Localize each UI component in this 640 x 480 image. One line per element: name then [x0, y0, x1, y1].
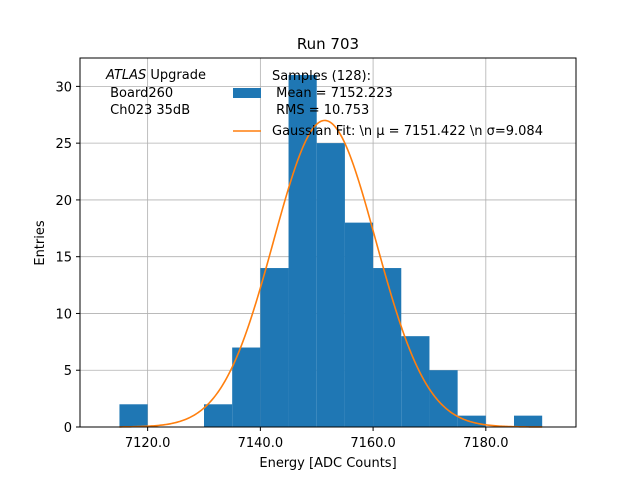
- y-tick-label: 10: [55, 307, 72, 322]
- y-axis-ticks: 0 5 10 15 20 25 30: [55, 80, 80, 436]
- y-tick-label: 20: [55, 194, 72, 209]
- y-tick-label: 5: [64, 364, 72, 379]
- histogram-bar: [232, 347, 261, 427]
- histogram-bar: [119, 404, 148, 427]
- histogram-bar: [429, 370, 458, 427]
- x-axis-ticks: 7120.0 7140.0 7160.0 7180.0: [125, 427, 509, 451]
- y-tick-label: 25: [55, 137, 72, 152]
- legend: Samples (128): Mean = 7152.223 RMS = 10.…: [233, 69, 543, 139]
- legend-samples-rms: RMS = 10.753: [272, 103, 369, 118]
- x-tick-label: 7160.0: [350, 436, 396, 451]
- atlas-annotation: ATLAS Upgrade Board260 Ch023 35dB: [105, 68, 206, 118]
- histogram-bar: [514, 415, 543, 427]
- x-tick-label: 7180.0: [463, 436, 509, 451]
- y-axis-label: Entries: [33, 220, 48, 266]
- board-label: Board260: [106, 86, 173, 101]
- x-tick-label: 7120.0: [125, 436, 171, 451]
- y-tick-label: 15: [55, 251, 72, 266]
- channel-label: Ch023 35dB: [106, 103, 190, 118]
- histogram-bar: [260, 268, 289, 427]
- legend-samples-swatch: [233, 88, 261, 98]
- y-tick-label: 30: [55, 80, 72, 95]
- legend-fit-label: Gaussian Fit: \n μ = 7151.422 \n σ=9.084: [272, 124, 543, 139]
- histogram-bar: [344, 222, 374, 427]
- gaussian-fit-line: [119, 119, 543, 428]
- y-tick-label: 0: [64, 421, 72, 436]
- chart-title: Run 703: [297, 35, 359, 53]
- atlas-italic: ATLAS: [105, 68, 146, 83]
- histogram-bar: [204, 404, 233, 427]
- histogram-bar: [288, 75, 317, 428]
- atlas-label: ATLAS Upgrade: [105, 68, 206, 83]
- legend-samples-mean: Mean = 7152.223: [272, 86, 393, 101]
- histogram-bar: [316, 143, 345, 427]
- legend-samples-line-1: Samples (128):: [272, 69, 371, 84]
- histogram-bar: [373, 268, 402, 427]
- plot-frame: [79, 57, 577, 428]
- atlas-upgrade: Upgrade: [146, 68, 206, 83]
- x-axis-label: Energy [ADC Counts]: [259, 456, 396, 471]
- x-tick-label: 7140.0: [238, 436, 284, 451]
